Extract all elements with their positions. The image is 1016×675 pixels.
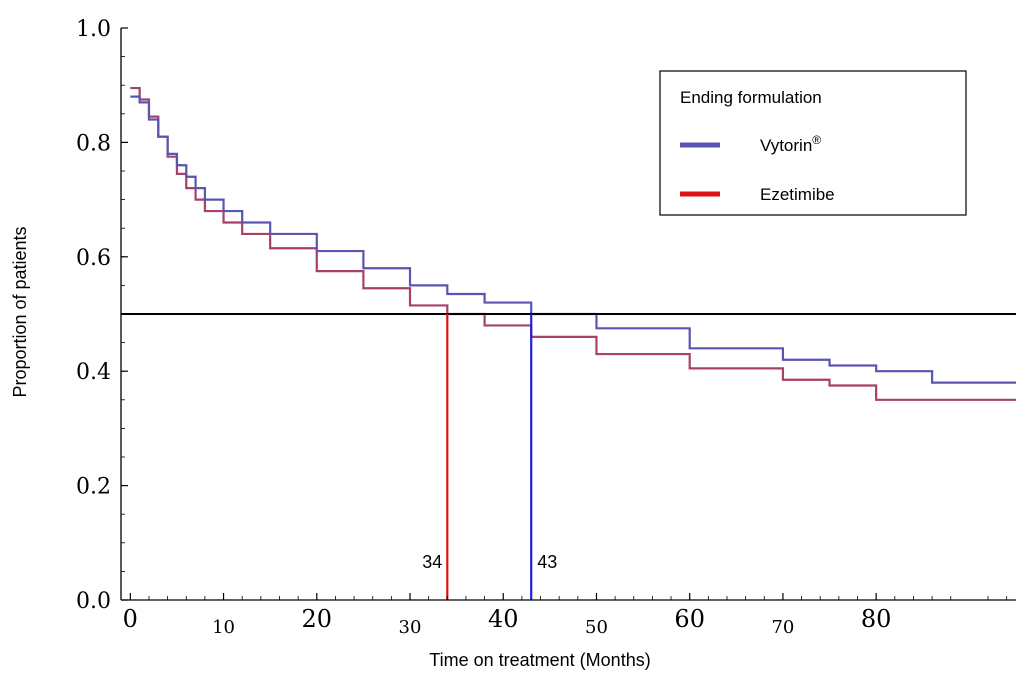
y-tick-label: 0.2 [76,475,111,500]
y-tick-label: 0.6 [76,246,111,271]
x-tick-label: 50 [585,617,608,638]
y-tick-label: 0.8 [76,131,111,156]
median-marker-label: 34 [422,552,442,572]
y-tick-label: 0.0 [76,589,111,614]
x-tick-label: 10 [212,617,235,638]
x-tick-label: 60 [674,605,705,633]
plot-lines: 34 43 [121,86,1016,600]
legend: Ending formulation Vytorin® Ezetimibe [659,70,967,216]
x-tick-label: 80 [861,605,892,633]
legend-label-ezetimibe: Ezetimibe [760,185,835,204]
x-tick-label: 20 [302,605,333,633]
x-tick-label: 40 [488,605,519,633]
y-axis-title: Proportion of patients [10,226,30,397]
series-line-vytorin [130,95,1016,384]
median-marker-label: 43 [537,552,557,572]
legend-label-vytorin-mark: ® [812,133,821,147]
y-tick-label: 0.4 [76,360,111,385]
x-axis-title: Time on treatment (Months) [429,650,650,670]
legend-label-vytorin-text: Vytorin [760,136,812,155]
x-tick-label: 0 [123,605,138,633]
legend-label-vytorin: Vytorin® [760,133,821,155]
legend-title: Ending formulation [680,88,822,107]
x-tick-label: 70 [771,617,794,638]
axes: 0.0 0.2 0.4 0.6 0.8 1.0 0 10 20 30 40 50 60 70 80 [76,17,1016,638]
y-tick-label: 1.0 [76,17,111,42]
x-tick-label: 30 [399,617,422,638]
